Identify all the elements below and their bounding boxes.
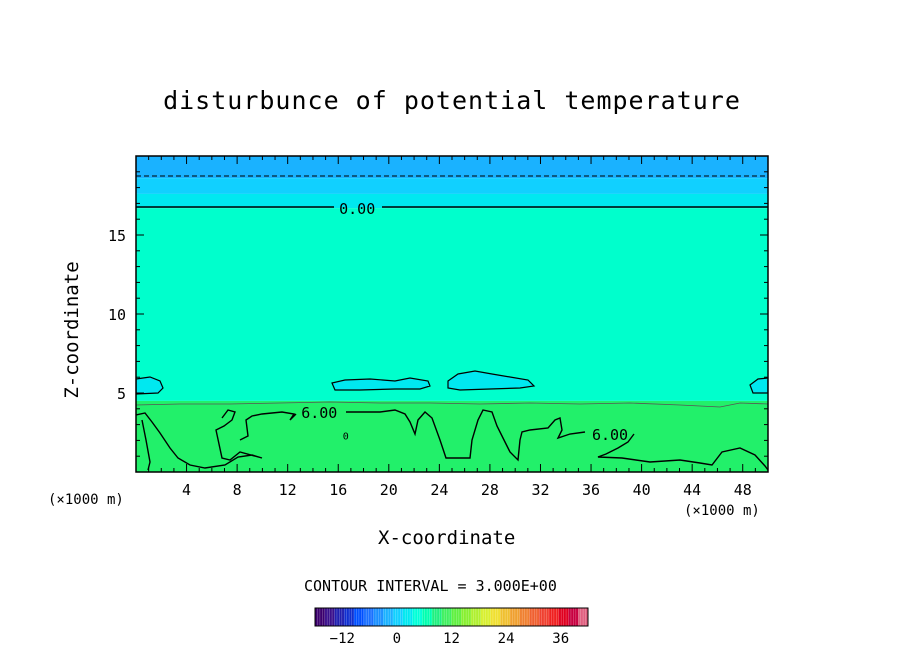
colorbar-swatch <box>363 608 374 626</box>
fill-band-2 <box>136 193 768 209</box>
x-unit-right: (×1000 m) <box>684 503 760 519</box>
colorbar-swatch <box>480 608 491 626</box>
colorbar-swatch <box>373 608 384 626</box>
y-tick-label: 15 <box>108 227 126 245</box>
colorbar-swatch <box>510 608 521 626</box>
colorbar-swatch <box>334 608 345 626</box>
contour-label: 0 <box>343 432 349 443</box>
x-tick-label: 12 <box>279 481 297 499</box>
contour-lines <box>136 175 768 471</box>
x-tick-label: 16 <box>329 481 347 499</box>
colorbar-swatch <box>500 608 511 626</box>
colorbar-swatch <box>558 608 569 626</box>
colorbar-swatch <box>471 608 482 626</box>
colorbar-tick-label: 12 <box>443 631 460 647</box>
colorbar-swatch <box>519 608 530 626</box>
chart-title: disturbunce of potential temperature <box>163 86 741 115</box>
x-axis-label: X-coordinate <box>378 527 516 549</box>
colorbar-tick-label: −12 <box>330 631 355 647</box>
colorbar-swatch <box>441 608 452 626</box>
contour-six-right <box>597 433 768 471</box>
x-tick-label: 28 <box>481 481 499 499</box>
colorbar-swatch <box>344 608 355 626</box>
boundary-line <box>136 401 768 408</box>
fill-band-0 <box>136 156 768 179</box>
colorbar-swatch <box>354 608 365 626</box>
fill-band-4 <box>136 400 768 472</box>
y-tick-label: 5 <box>117 385 126 403</box>
y-tick-label: 10 <box>108 306 126 324</box>
cloud-patch-left <box>136 376 164 395</box>
x-tick-label: 40 <box>633 481 651 499</box>
fill-band-3 <box>136 208 768 401</box>
colorbar-swatch <box>432 608 443 626</box>
contour-interval-label: CONTOUR INTERVAL = 3.000E+00 <box>304 577 557 595</box>
x-tick-label: 4 <box>182 481 191 499</box>
x-tick-label: 44 <box>683 481 701 499</box>
x-tick-label: 48 <box>734 481 752 499</box>
colorbar-swatch <box>315 608 326 626</box>
contour-label: 6.00 <box>301 404 337 422</box>
fill-band-1 <box>136 178 768 194</box>
colorbar-tick-label: 24 <box>498 631 515 647</box>
colorbar-swatch <box>549 608 560 626</box>
colorbar-swatch <box>383 608 394 626</box>
fill-bands <box>136 156 768 472</box>
x-tick-label: 20 <box>380 481 398 499</box>
cloud-patch-right <box>447 370 536 391</box>
colorbar-swatch <box>461 608 472 626</box>
y-axis-label: Z-coordinate <box>61 261 83 399</box>
colorbar-swatch <box>568 608 579 626</box>
colorbar-swatch <box>422 608 433 626</box>
cloud-patch-edge <box>749 377 768 394</box>
contour-label: 0.00 <box>339 200 375 218</box>
colorbar-tick-label: 36 <box>552 631 569 647</box>
contour-six-left <box>136 409 297 469</box>
cloud-patch-mid <box>331 377 431 391</box>
colorbar-swatch <box>393 608 404 626</box>
colorbar-swatch <box>402 608 413 626</box>
colorbar-swatch <box>539 608 550 626</box>
colorbar-swatch <box>412 608 423 626</box>
colorbar-swatch <box>529 608 540 626</box>
colorbar-swatch <box>578 608 589 626</box>
contour-labels: 0.00 6.00 6.00 0 <box>301 200 628 444</box>
x-tick-label: 32 <box>531 481 549 499</box>
contour-six-middle <box>346 409 586 462</box>
contour-label: 6.00 <box>592 426 628 444</box>
x-tick-label: 24 <box>430 481 448 499</box>
x-tick-label: 36 <box>582 481 600 499</box>
colorbar: −12 0 12 24 36 <box>314 607 589 647</box>
x-unit-left: (×1000 m) <box>48 492 124 508</box>
colorbar-tick-label: 0 <box>393 631 401 647</box>
colorbar-swatch <box>324 608 335 626</box>
axis-ticks <box>136 156 768 472</box>
colorbar-frame <box>314 607 589 627</box>
contour-six-leftedge <box>141 419 151 471</box>
x-tick-label: 8 <box>233 481 242 499</box>
colorbar-swatch <box>490 608 501 626</box>
colorbar-swatch <box>451 608 462 626</box>
